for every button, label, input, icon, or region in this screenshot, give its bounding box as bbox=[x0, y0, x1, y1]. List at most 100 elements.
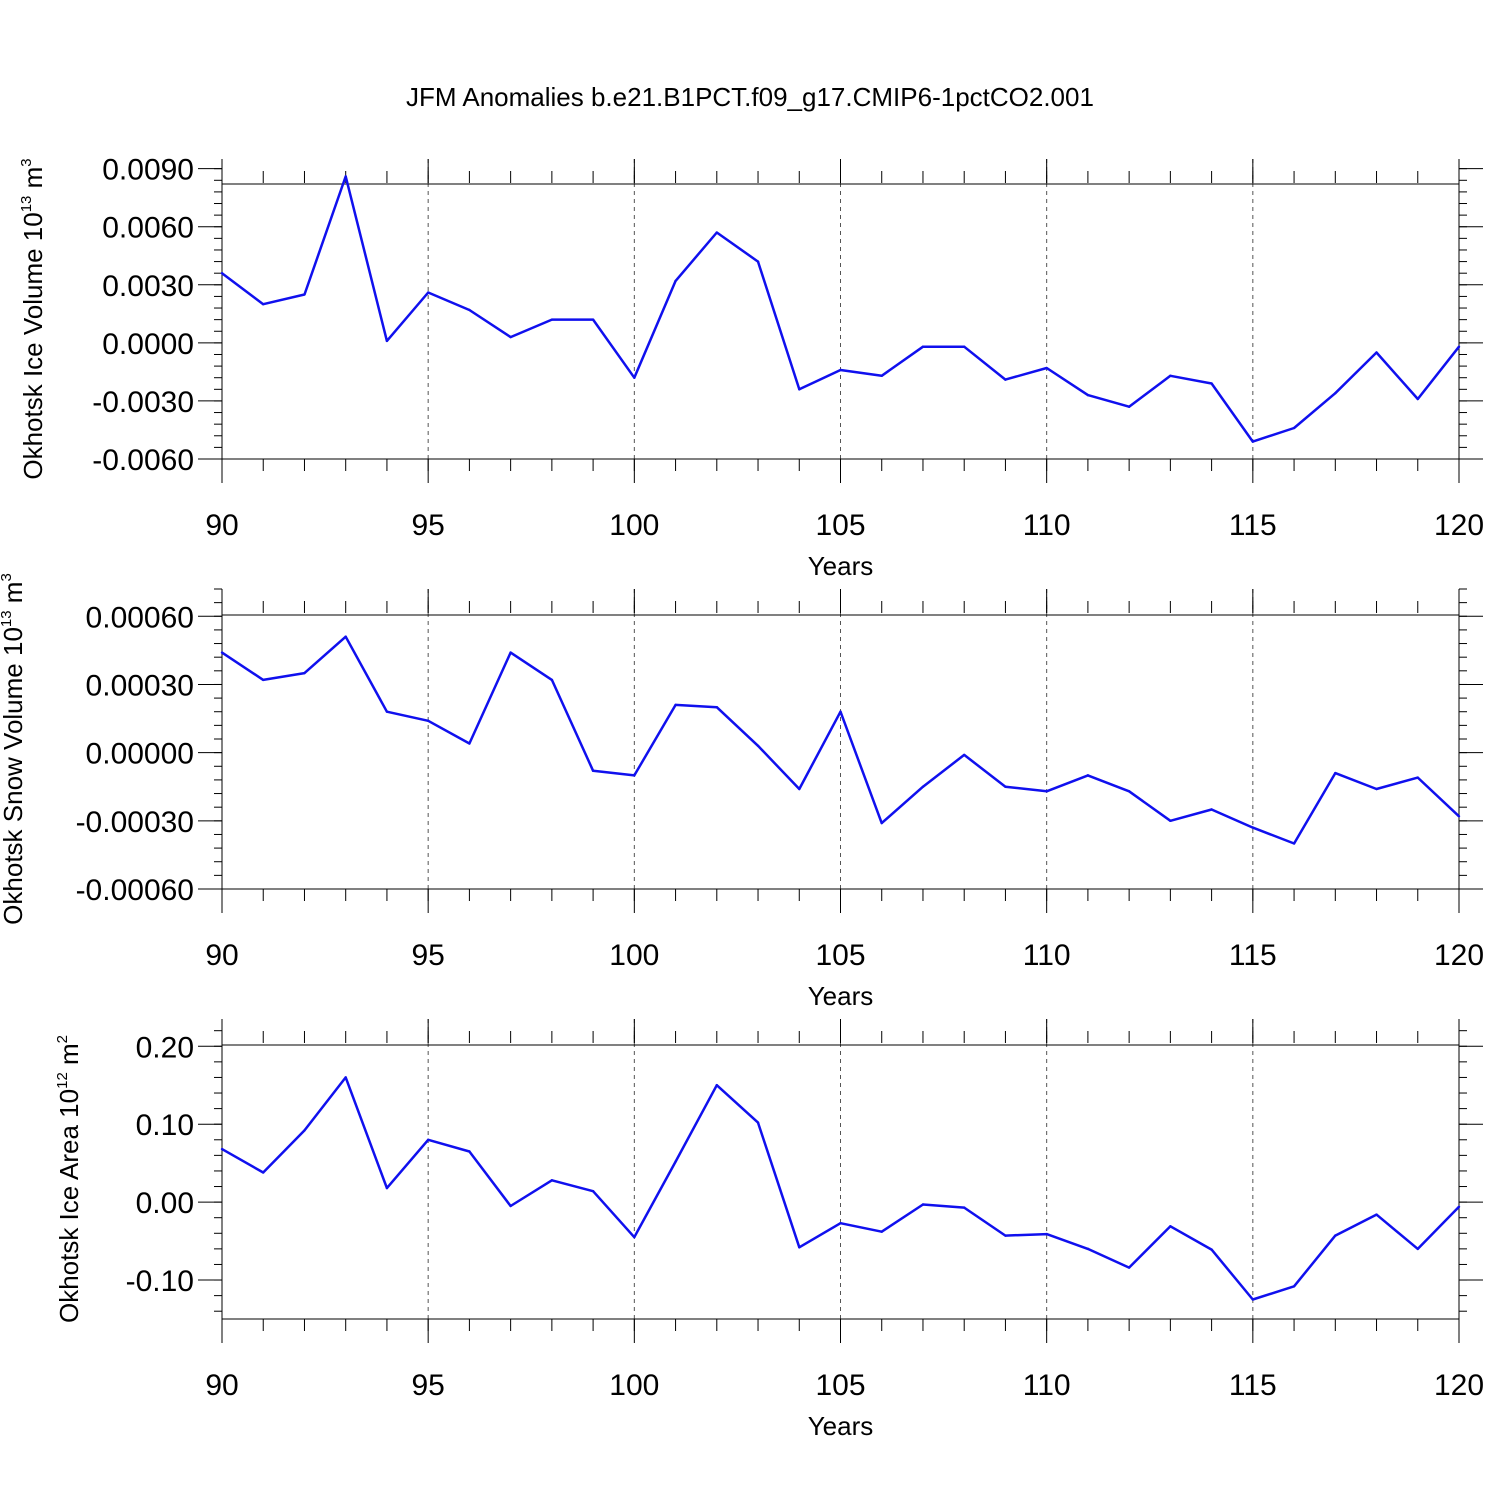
data-point bbox=[1169, 819, 1172, 823]
data-point bbox=[921, 1203, 925, 1206]
data-point bbox=[262, 302, 265, 306]
data-point bbox=[468, 308, 471, 312]
x-tick-label: 95 bbox=[411, 1369, 444, 1402]
data-point bbox=[1045, 366, 1048, 370]
data-point bbox=[1210, 808, 1213, 811]
y-tick-label: 0.00030 bbox=[86, 669, 194, 702]
data-point bbox=[756, 1121, 760, 1124]
x-axis-label: Years bbox=[808, 1411, 874, 1441]
data-point bbox=[509, 335, 512, 339]
y-axis-label: Okhotsk Ice Volume 1013 m3 bbox=[18, 158, 48, 479]
data-point bbox=[715, 705, 718, 709]
x-tick-label: 110 bbox=[1023, 1369, 1071, 1402]
x-tick-label: 115 bbox=[1229, 509, 1277, 542]
x-tick-label: 105 bbox=[815, 509, 865, 542]
data-point bbox=[550, 318, 554, 321]
y-tick-label: 0.0090 bbox=[102, 154, 194, 187]
data-point bbox=[426, 291, 430, 294]
series-line bbox=[221, 635, 1460, 845]
y-tick-label: 0.00000 bbox=[86, 738, 194, 771]
data-point bbox=[426, 1138, 430, 1141]
data-point bbox=[385, 710, 389, 713]
data-point bbox=[798, 787, 801, 791]
data-point bbox=[674, 1160, 677, 1163]
x-tick-label: 110 bbox=[1023, 939, 1071, 972]
y-tick-label: 0.0030 bbox=[102, 270, 194, 303]
data-point bbox=[1169, 1225, 1172, 1228]
data-point bbox=[1127, 1266, 1131, 1269]
data-point bbox=[963, 345, 966, 348]
y-tick-label: 0.20 bbox=[136, 1031, 194, 1064]
y-axis-label: Okhotsk Snow Volume 1013 m3 bbox=[0, 573, 28, 925]
data-point bbox=[715, 1084, 718, 1087]
data-point bbox=[1086, 393, 1090, 397]
data-point bbox=[303, 1129, 306, 1132]
x-tick-label: 100 bbox=[609, 509, 659, 542]
x-tick-label: 105 bbox=[815, 939, 865, 972]
data-point bbox=[798, 1246, 801, 1249]
data-point bbox=[1210, 382, 1213, 385]
data-point bbox=[880, 1230, 883, 1233]
data-point bbox=[880, 821, 883, 825]
x-tick-label: 115 bbox=[1229, 1369, 1277, 1402]
data-point bbox=[303, 671, 306, 675]
data-point bbox=[839, 710, 842, 713]
data-point bbox=[550, 678, 554, 682]
data-point bbox=[1004, 785, 1007, 788]
data-point bbox=[468, 742, 471, 745]
data-point bbox=[715, 231, 718, 234]
data-point bbox=[468, 1150, 471, 1153]
data-point bbox=[1416, 397, 1419, 401]
data-point bbox=[880, 374, 883, 377]
data-point bbox=[963, 753, 966, 757]
data-point bbox=[1334, 771, 1337, 775]
data-point bbox=[1251, 1298, 1255, 1301]
data-point bbox=[633, 774, 636, 777]
data-point bbox=[1086, 774, 1090, 777]
x-tick-label: 120 bbox=[1434, 939, 1484, 972]
data-point bbox=[385, 339, 389, 343]
x-axis-label: Years bbox=[808, 981, 874, 1011]
data-point bbox=[839, 368, 842, 372]
data-point bbox=[921, 345, 925, 348]
data-point bbox=[385, 1186, 389, 1190]
data-point bbox=[1334, 1234, 1337, 1237]
data-point bbox=[1292, 1285, 1296, 1288]
data-point bbox=[839, 1221, 842, 1225]
data-point bbox=[633, 376, 636, 379]
snow-volume-panel: -0.00060 -0.00030 0.00000 0.00030 0.00060 90 9… bbox=[0, 573, 1484, 1011]
x-tick-label: 100 bbox=[609, 939, 659, 972]
data-point bbox=[344, 635, 347, 638]
data-point bbox=[262, 678, 265, 682]
data-point bbox=[1416, 776, 1419, 779]
data-point bbox=[1251, 826, 1255, 829]
data-point bbox=[262, 1171, 265, 1174]
y-tick-label: -0.0030 bbox=[92, 386, 194, 419]
data-point bbox=[674, 703, 677, 707]
data-point bbox=[344, 1076, 347, 1079]
x-tick-label: 90 bbox=[205, 1369, 238, 1402]
data-point bbox=[1045, 790, 1048, 793]
x-tick-label: 95 bbox=[411, 939, 444, 972]
x-tick-label: 115 bbox=[1229, 939, 1277, 972]
data-point bbox=[1416, 1247, 1419, 1251]
y-tick-label: -0.10 bbox=[126, 1265, 194, 1298]
data-point bbox=[220, 651, 224, 654]
data-point bbox=[1457, 815, 1461, 818]
x-tick-label: 95 bbox=[411, 509, 444, 542]
x-tick-label: 105 bbox=[815, 1369, 865, 1402]
data-point bbox=[1004, 378, 1007, 381]
x-tick-label: 100 bbox=[609, 1369, 659, 1402]
data-point bbox=[1375, 787, 1378, 791]
ice-area-panel: -0.10 0.00 0.10 0.20 90 95 100 105 110 115 120 Year… bbox=[54, 1019, 1484, 1441]
data-point bbox=[1334, 391, 1337, 395]
data-point bbox=[591, 769, 595, 773]
data-point bbox=[220, 1147, 224, 1151]
data-point bbox=[591, 1190, 595, 1193]
data-point bbox=[509, 651, 512, 654]
data-point bbox=[798, 388, 801, 391]
data-point bbox=[756, 260, 760, 263]
data-point bbox=[1169, 374, 1172, 377]
y-tick-label: 0.00060 bbox=[86, 601, 194, 634]
